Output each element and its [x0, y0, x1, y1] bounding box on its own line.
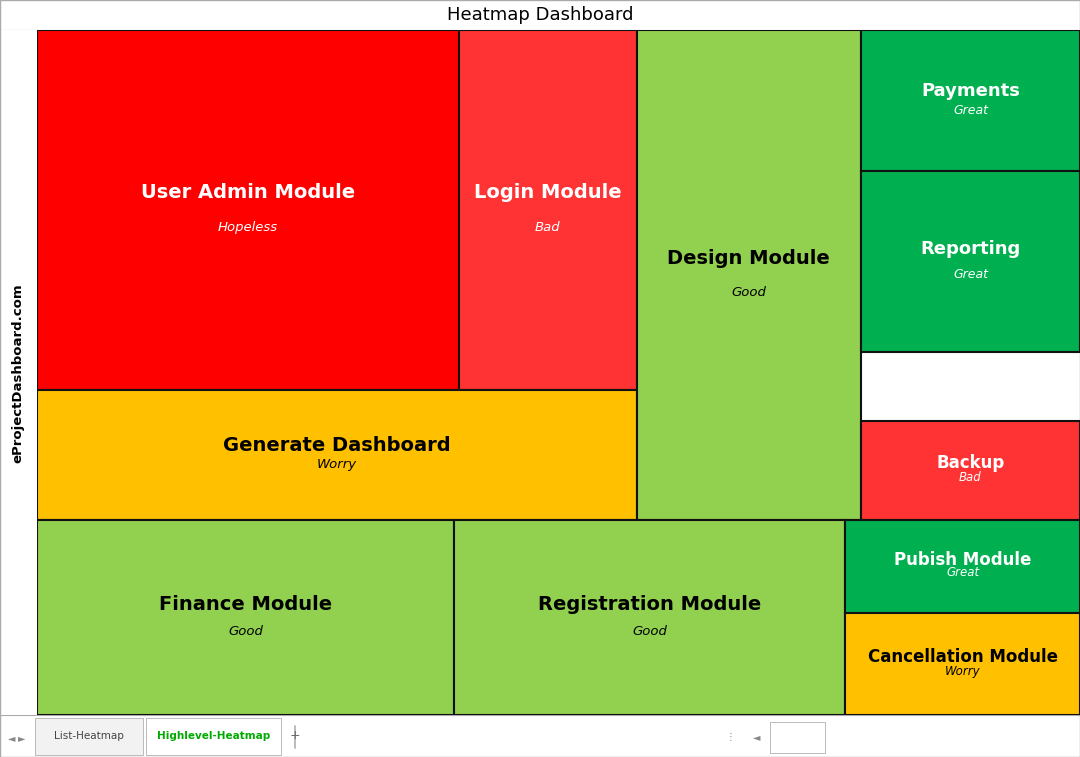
Text: ►: ► — [18, 734, 26, 743]
Text: ◄: ◄ — [9, 734, 16, 743]
Text: Payments: Payments — [921, 82, 1020, 100]
Text: Cancellation Module: Cancellation Module — [867, 648, 1057, 666]
Text: Hopeless: Hopeless — [218, 221, 278, 234]
Bar — [861, 171, 1080, 352]
Text: ◄: ◄ — [753, 732, 760, 742]
Text: Bad: Bad — [535, 221, 561, 234]
Text: Great: Great — [946, 566, 980, 579]
Text: eProjectDashboard.com: eProjectDashboard.com — [12, 283, 25, 463]
Bar — [861, 421, 1080, 520]
Text: Great: Great — [953, 104, 988, 117]
Text: Good: Good — [731, 286, 766, 299]
Text: List-Heatmap: List-Heatmap — [54, 731, 124, 741]
Text: Great: Great — [953, 268, 988, 281]
Bar — [636, 30, 861, 520]
Text: Bad: Bad — [959, 471, 982, 484]
Bar — [846, 612, 1080, 715]
Bar — [146, 718, 281, 755]
Text: ⋮: ⋮ — [725, 732, 734, 742]
Text: Login Module: Login Module — [474, 183, 622, 202]
Bar — [770, 721, 825, 752]
Text: Worry: Worry — [945, 665, 981, 678]
Bar — [459, 30, 636, 390]
Text: Generate Dashboard: Generate Dashboard — [222, 437, 450, 456]
Text: Reporting: Reporting — [920, 240, 1021, 258]
Text: Pubish Module: Pubish Module — [894, 551, 1031, 569]
Bar — [861, 30, 1080, 171]
Bar — [454, 520, 846, 715]
Text: +: + — [289, 729, 300, 742]
Bar — [37, 30, 459, 390]
Text: Good: Good — [632, 625, 667, 638]
Text: Worry: Worry — [316, 458, 356, 471]
Text: Registration Module: Registration Module — [538, 594, 761, 614]
Text: Heatmap Dashboard: Heatmap Dashboard — [447, 6, 633, 24]
Text: User Admin Module: User Admin Module — [140, 183, 355, 202]
Text: Finance Module: Finance Module — [159, 594, 332, 614]
Bar — [846, 520, 1080, 612]
Bar — [37, 520, 454, 715]
Bar — [37, 390, 636, 520]
Bar — [35, 718, 143, 755]
Text: Design Module: Design Module — [667, 248, 831, 267]
Text: Backup: Backup — [936, 454, 1004, 472]
Text: Highlevel-Heatmap: Highlevel-Heatmap — [157, 731, 270, 741]
Text: Good: Good — [228, 625, 262, 638]
